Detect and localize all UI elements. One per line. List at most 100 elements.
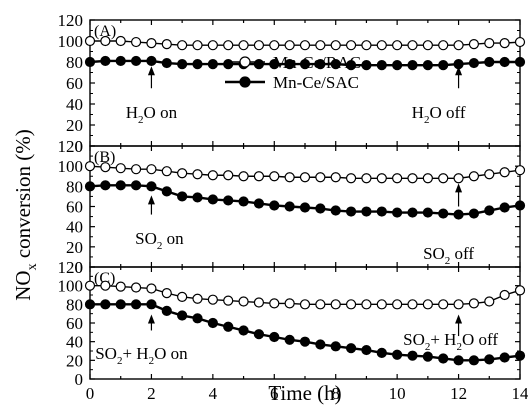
data-point-sac [484, 205, 495, 216]
data-point-rac [269, 40, 280, 51]
data-point-sac [484, 354, 495, 365]
panel-label: (C) [94, 270, 115, 287]
data-point-sac [499, 56, 510, 68]
data-point-rac [407, 299, 418, 310]
data-point-rac [468, 171, 480, 182]
legend-marker [239, 76, 251, 88]
data-point-rac [146, 37, 157, 49]
data-point-sac [330, 341, 341, 352]
data-point-rac [422, 40, 433, 51]
data-point-rac [315, 299, 326, 310]
data-point-sac [223, 195, 234, 206]
data-point-sac [514, 56, 526, 68]
data-point-sac [499, 202, 510, 213]
data-point-rac [253, 297, 265, 308]
data-point-sac [223, 58, 234, 70]
annotation-arrowhead [455, 314, 463, 324]
data-point-rac [361, 40, 372, 51]
data-point-sac [284, 201, 295, 212]
y-tick-label: 60 [66, 314, 83, 333]
y-axis-label: NOx conversion (%) [11, 129, 40, 300]
data-point-sac [392, 207, 403, 218]
annotation-arrowhead [455, 66, 463, 76]
data-point-sac [177, 58, 188, 70]
data-point-rac [468, 39, 480, 50]
data-point-rac [514, 36, 526, 48]
data-point-sac [130, 180, 142, 191]
annotation-arrowhead [147, 195, 155, 205]
data-point-rac [284, 298, 295, 309]
data-point-sac [269, 331, 280, 343]
y-tick-label: 80 [66, 177, 83, 196]
data-point-sac [299, 336, 311, 347]
data-point-rac [299, 299, 311, 310]
annotation-arrowhead [455, 183, 463, 193]
panel-label: (B) [94, 149, 115, 166]
data-point-sac [253, 329, 265, 340]
data-point-sac [115, 180, 126, 191]
data-point-sac [253, 198, 265, 209]
x-axis-label: Time (h) [268, 381, 341, 405]
y-tick-label: 20 [66, 351, 83, 370]
y-tick-label: 0 [75, 137, 84, 156]
data-point-rac [192, 40, 203, 51]
x-tick-label: 4 [209, 384, 218, 403]
data-point-sac [223, 321, 234, 332]
annotation-label: SO2 on [135, 229, 184, 252]
y-tick-label: 120 [58, 258, 84, 277]
legend-label: Mn-Ce/SAC [273, 73, 359, 92]
data-point-sac [422, 351, 433, 362]
y-tick-label: 60 [66, 74, 83, 93]
data-point-sac [100, 299, 111, 310]
data-point-rac [345, 40, 357, 51]
y-tick-label: 120 [58, 137, 84, 156]
data-point-sac [468, 57, 480, 69]
data-point-rac [361, 299, 372, 310]
data-point-sac [407, 60, 418, 71]
data-point-sac [438, 208, 449, 219]
panel-label: (A) [94, 23, 116, 40]
data-point-rac [284, 40, 295, 51]
data-point-rac [330, 40, 341, 51]
data-point-rac [238, 296, 249, 307]
data-point-rac [376, 40, 387, 51]
data-point-rac [223, 170, 234, 181]
data-point-sac [361, 60, 372, 71]
y-tick-label: 40 [66, 95, 83, 114]
data-point-rac [223, 295, 234, 306]
data-point-rac [453, 173, 464, 184]
data-point-rac [438, 173, 449, 184]
x-tick-label: 8 [331, 384, 340, 403]
data-point-rac [392, 299, 403, 310]
data-point-rac [269, 171, 280, 182]
data-point-rac [422, 173, 433, 184]
data-point-sac [207, 317, 218, 329]
data-point-rac [223, 40, 234, 51]
data-point-rac [269, 298, 280, 309]
data-point-sac [514, 350, 526, 361]
x-tick-label: 0 [86, 384, 95, 403]
x-tick-label: 12 [450, 384, 467, 403]
data-point-rac [330, 172, 341, 183]
y-tick-label: 100 [58, 32, 84, 51]
data-point-rac [100, 162, 111, 173]
data-point-rac [192, 169, 203, 180]
annotation-label: H2O on [126, 103, 178, 126]
data-point-sac [84, 181, 96, 192]
data-point-sac [376, 347, 387, 358]
data-point-sac [115, 55, 126, 67]
y-tick-label: 100 [58, 157, 84, 176]
data-point-sac [345, 343, 357, 354]
data-point-sac [207, 194, 218, 205]
data-point-sac [468, 208, 480, 219]
legend-label: Mn-Ce/RAC [273, 53, 361, 72]
data-point-rac [207, 40, 218, 51]
data-point-sac [330, 58, 341, 70]
annotation-label: H2O off [412, 103, 466, 126]
annotation-label: SO2 off [423, 244, 474, 267]
data-point-rac [192, 293, 203, 304]
data-point-sac [161, 57, 172, 69]
y-tick-label: 20 [66, 116, 83, 135]
data-point-sac [330, 205, 341, 216]
